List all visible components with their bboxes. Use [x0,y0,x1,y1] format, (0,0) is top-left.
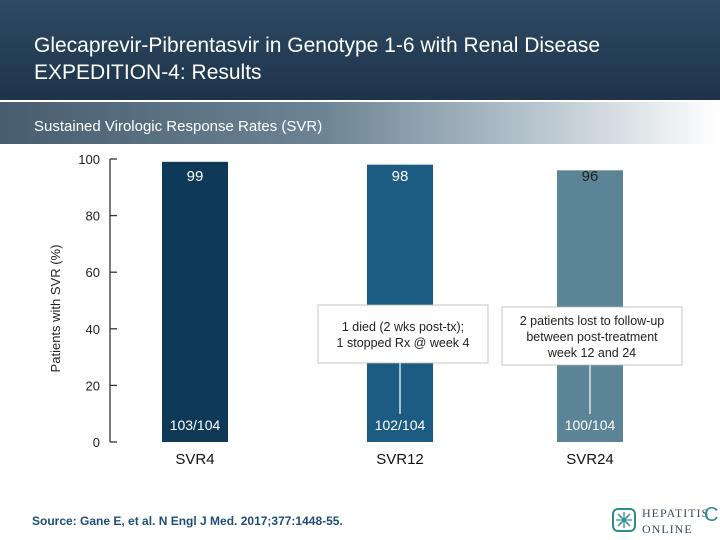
category-label-svr24: SVR24 [566,451,614,468]
hepatitis-c-online-logo: HEPATITIS ONLINE C [612,504,719,538]
annotation-2-line-1: 2 patients lost to follow-up [520,314,665,328]
logo-text-line-2: ONLINE [642,522,693,536]
y-tick-label-80: 80 [86,209,100,224]
title-line-1: Glecaprevir-Pibrentasvir in Genotype 1-6… [34,34,601,57]
logo-mark-icon [612,508,636,532]
annotation-2-line-3: week 12 and 24 [547,346,636,360]
annotation-1-line-1: 1 died (2 wks post-tx); [342,320,464,334]
page-title: Glecaprevir-Pibrentasvir in Genotype 1-6… [34,32,600,86]
y-tick-label-0: 0 [93,435,100,450]
y-tick-label-40: 40 [86,322,100,337]
subtitle-bar [0,102,720,144]
chart-subtitle: Sustained Virologic Response Rates (SVR) [34,118,323,135]
logo-text-line-1: HEPATITIS [642,506,710,520]
y-tick-label-100: 100 [78,152,100,167]
bar-count-label-1: 103/104 [170,417,221,433]
annotation-box-2 [501,306,683,366]
bar-value-label-3: 96 [582,168,599,185]
annotation-box-1 [317,304,489,364]
bar-svr4 [162,161,228,442]
y-tick-label-20: 20 [86,378,100,393]
category-label-svr4: SVR4 [175,451,214,468]
bar-value-label-2: 98 [392,168,409,185]
annotation-1-line-2: 1 stopped Rx @ week 4 [337,336,470,350]
y-axis-label: Patients with SVR (%) [48,245,63,373]
source-citation: Source: Gane E, et al. N Engl J Med. 201… [32,514,343,528]
header-bar [0,0,720,100]
bar-value-label-1: 99 [187,168,204,185]
title-line-2: EXPEDITION-4: Results [34,61,262,84]
bar-count-label-2: 102/104 [375,417,426,433]
svr-bar-chart: Patients with SVR (%) 0 20 40 60 80 100 99 103/1… [48,152,683,468]
bar-count-label-3: 100/104 [565,417,616,433]
logo-letter: C [704,504,719,526]
annotation-2-line-2: between post-treatment [526,330,658,344]
category-label-svr12: SVR12 [376,451,424,468]
y-tick-label-60: 60 [86,265,100,280]
